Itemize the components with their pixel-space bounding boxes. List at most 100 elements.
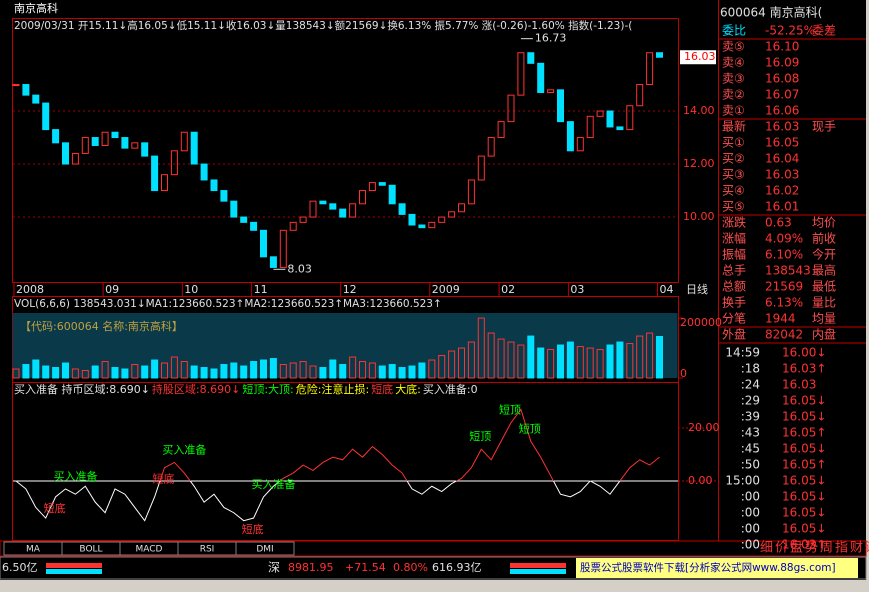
quote-row: 4.09% (765, 232, 803, 246)
candle (606, 110, 614, 128)
indicator-line (15, 408, 660, 522)
indicator-title: 短顶:大顶: (242, 382, 293, 396)
quote-row: 6.13% (765, 296, 803, 310)
x-tick-label: 11 (254, 283, 268, 296)
quote-row: 换手 (722, 296, 746, 310)
volume-bar (141, 365, 149, 379)
quote-row: 涨跌 (722, 215, 746, 230)
candle (576, 137, 584, 152)
tab-label[interactable]: DMI (256, 545, 273, 555)
y-tick-label: 12.00 (683, 157, 715, 170)
candle (586, 115, 594, 139)
quote-row: 总额 (722, 280, 746, 294)
volume-bar (42, 365, 50, 379)
quote-row: 16.04 (765, 152, 799, 166)
status-bar-red (510, 563, 566, 568)
volume-bar (606, 344, 614, 379)
volume-bar (359, 361, 366, 379)
volume-bar (547, 349, 555, 379)
candle (62, 142, 69, 165)
quote-row: 138543 (765, 264, 811, 278)
quote-row: 16.06 (765, 104, 799, 118)
volume-bar (438, 355, 446, 379)
volume-bar (596, 349, 604, 379)
candle (141, 142, 149, 157)
volume-bar (299, 361, 307, 379)
volume-bar (626, 343, 634, 379)
candle (220, 190, 228, 202)
volume-bar (527, 335, 535, 379)
y-tick-label: 14.00 (683, 104, 715, 117)
candle (378, 182, 386, 186)
volume-bar (22, 364, 30, 379)
candle (596, 110, 604, 117)
candle (12, 84, 20, 87)
tick-time: :00 (741, 506, 760, 520)
candle (339, 208, 347, 218)
x-tick-label: 10 (184, 283, 198, 296)
quote-row: 总手 (722, 264, 746, 278)
tick-time: :50 (741, 458, 760, 472)
quote-row: 外盘 (722, 327, 746, 342)
volume-bar (477, 317, 485, 379)
status-ad[interactable]: 股票公式股票软件下载[分析家公式网www.88gs.com] (580, 561, 836, 574)
tick-time: 14:59 (725, 346, 760, 360)
panel-tabs[interactable]: 细价盘势周指财讯 (760, 540, 869, 556)
status-bar-cyan (510, 569, 566, 574)
volume-bar (636, 335, 644, 379)
quote-row: 均量 (812, 312, 836, 326)
candle (507, 94, 515, 123)
candle (487, 137, 495, 157)
price-tag-bg (680, 50, 716, 65)
quote-row: 量比 (812, 296, 836, 310)
tick-price: 16.05↓ (782, 474, 826, 488)
volume-bar (576, 346, 584, 379)
candle (626, 105, 634, 131)
tab[interactable] (235, 541, 295, 556)
quote-row: 最高 (812, 263, 836, 278)
y-tick-label: 20.00 (688, 421, 720, 434)
tick-price: 16.03↑ (782, 538, 826, 552)
volume-bar (497, 338, 505, 379)
quote-row: 16.01 (765, 200, 799, 214)
candle (289, 221, 297, 231)
tab-label[interactable]: BOLL (79, 545, 102, 555)
candle (210, 179, 218, 192)
quote-row: 1944 (765, 312, 796, 326)
candle (71, 152, 79, 165)
tick-time: 15:00 (725, 474, 760, 488)
tick-price: 16.05↓ (782, 522, 826, 536)
tab-label[interactable]: MACD (136, 545, 163, 555)
candle (240, 216, 248, 223)
candle (428, 221, 436, 229)
status-amount: 616.93亿 (432, 561, 482, 574)
volume-bar (32, 359, 40, 379)
quote-row: 0.63 (765, 216, 792, 230)
signal-label: 短顶 (519, 421, 541, 435)
volume-bar (52, 367, 60, 379)
volume-title: VOL(6,6,6) 138543.031↓MA1:123660.523↑MA2… (14, 298, 442, 310)
candle (497, 121, 505, 139)
quote-row: 买① (722, 136, 745, 150)
y-tick-label: 0 (680, 367, 687, 380)
quote-header: 600064 南京高科( (720, 5, 822, 20)
candle (438, 216, 446, 223)
tick-time: :43 (741, 426, 760, 440)
tick-price: 16.05↑ (782, 458, 826, 472)
tab-label[interactable]: RSI (200, 545, 215, 555)
price-tag: 16.03 (684, 50, 716, 63)
tab-label[interactable]: MA (26, 545, 41, 555)
candle (349, 203, 357, 218)
quote-row: 买② (722, 152, 745, 166)
quote-row: 21569 (765, 280, 803, 294)
volume-bar (220, 364, 228, 379)
candle (566, 121, 574, 152)
x-tick-label: 03 (570, 283, 584, 296)
tick-price: 16.03 (782, 378, 816, 392)
volume-bar (269, 358, 277, 379)
volume-bar (566, 341, 574, 379)
volume-bar (388, 364, 396, 379)
indicator-title: 买入准备:0 (423, 382, 478, 396)
ad-box (576, 558, 858, 578)
